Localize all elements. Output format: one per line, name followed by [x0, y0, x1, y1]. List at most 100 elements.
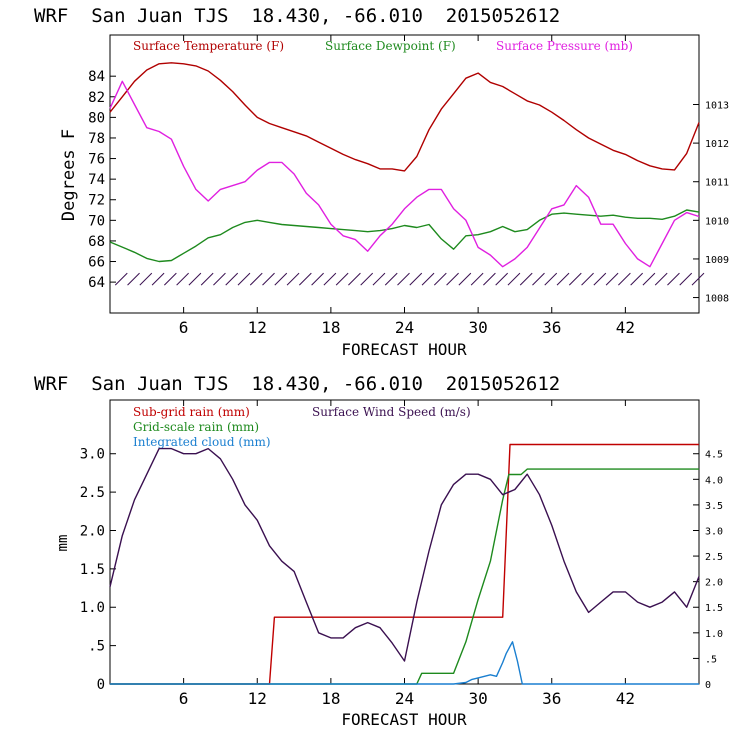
bottom-x-tick-label: 6	[179, 689, 189, 708]
top-y2-tick-label: 1013	[705, 101, 729, 112]
legend-gridscale-rain: Grid-scale rain (mm)	[133, 420, 259, 434]
wind-barb	[544, 272, 558, 286]
wind-barb	[679, 272, 693, 286]
bottom-x-tick-label: 36	[542, 689, 561, 708]
wind-barb	[691, 272, 705, 286]
wind-barb	[642, 272, 656, 286]
wind-barb	[348, 272, 361, 286]
top-x-tick-label: 18	[321, 318, 340, 337]
bottom-y-tick-label: 2.0	[80, 523, 105, 539]
bottom-y-tick-label: .5	[88, 639, 105, 655]
wind-barb	[470, 272, 484, 286]
bottom-y2-tick-label: 3.5	[705, 501, 723, 512]
bottom-y-axis-label: mm	[55, 535, 71, 552]
bottom-y2-tick-label: 4.5	[705, 450, 723, 461]
top-axes: 6 12 18 24 30 36 42 64 66 68 70 72 74 76 78 80 82 84 1008 1…	[88, 35, 729, 337]
bottom-y-tick-label: 0	[97, 677, 105, 693]
temperature-line	[109, 62, 700, 172]
wind-barb	[519, 272, 533, 286]
wind-barb	[568, 272, 582, 286]
top-y-tick-label: 70	[88, 213, 105, 229]
legend-surface-wind-speed: Surface Wind Speed (m/s)	[312, 405, 471, 419]
top-y2-tick-label: 1008	[705, 294, 729, 305]
wind-barb	[446, 272, 459, 286]
wind-barb	[188, 272, 202, 286]
top-y2-tick-label: 1011	[705, 178, 729, 189]
top-x-tick-label: 30	[468, 318, 487, 337]
wind-barb	[323, 272, 337, 286]
wind-barb	[483, 272, 496, 286]
top-y2-tick-label: 1012	[705, 139, 729, 150]
legend-integrated-cloud: Integrated cloud (mm)	[133, 435, 271, 449]
top-x-tick-label: 24	[395, 318, 414, 337]
top-y-tick-label: 68	[88, 234, 105, 250]
gridscale-rain-line	[110, 468, 699, 685]
top-y-tick-label: 64	[88, 275, 105, 291]
top-y-axis-label: Degrees F	[59, 129, 79, 221]
top-x-tick-label: 36	[542, 318, 561, 337]
bottom-y-tick-label: 2.5	[80, 485, 105, 501]
wind-barb	[605, 272, 619, 286]
top-y-tick-label: 82	[88, 90, 105, 106]
wind-barb	[593, 272, 607, 286]
bottom-chart-title: WRF San Juan TJS 18.430, -66.010 2015052…	[34, 373, 560, 395]
wind-barb	[495, 272, 509, 286]
wind-barb	[151, 272, 165, 286]
wind-barb	[532, 272, 545, 286]
top-x-tick-label: 6	[179, 318, 189, 337]
bottom-y2-tick-label: 3.0	[705, 526, 723, 537]
integrated-cloud-line	[110, 641, 699, 685]
wind-barb	[262, 272, 275, 286]
top-x-axis-label: FORECAST HOUR	[341, 340, 467, 359]
top-y-tick-label: 72	[88, 193, 105, 209]
bottom-y2-tick-label: 2.0	[705, 578, 723, 589]
wind-barb	[164, 272, 177, 286]
wind-barb	[581, 272, 594, 286]
top-y2-tick-label: 1010	[705, 216, 729, 227]
wind-barb	[630, 272, 643, 286]
legend-surface-pressure: Surface Pressure (mb)	[496, 39, 633, 53]
bottom-y-tick-label: 1.5	[80, 562, 105, 578]
dewpoint-line	[109, 209, 700, 263]
bottom-x-tick-label: 12	[248, 689, 267, 708]
wind-barb	[335, 272, 349, 286]
top-series	[109, 62, 700, 268]
wind-barb	[311, 272, 324, 286]
wind-barb	[139, 272, 153, 286]
wind-barb	[200, 272, 214, 286]
bottom-x-axis-label: FORECAST HOUR	[341, 710, 467, 729]
top-x-tick-label: 42	[616, 318, 635, 337]
wind-barb	[667, 272, 680, 286]
wind-speed-line	[109, 447, 700, 662]
bottom-y-tick-label: 3.0	[80, 447, 105, 463]
wind-barb	[556, 272, 570, 286]
top-y2-tick-label: 1009	[705, 255, 729, 266]
wind-barb	[618, 272, 631, 286]
wind-barbs	[114, 272, 705, 286]
top-chart-title: WRF San Juan TJS 18.430, -66.010 2015052…	[34, 5, 560, 27]
bottom-y-tick-label: 1.0	[80, 600, 105, 616]
top-y-tick-label: 84	[88, 69, 105, 85]
top-y-tick-label: 80	[88, 110, 105, 126]
top-y-tick-label: 66	[88, 255, 105, 271]
wind-barb	[249, 272, 263, 286]
wind-barb	[654, 272, 668, 286]
legend-surface-dewpoint: Surface Dewpoint (F)	[325, 39, 456, 53]
bottom-axes: 6 12 18 24 30 36 42 0 .5 1.0 1.5 2.0 2.5 3.0 0 .5 1.0 1.5…	[80, 400, 723, 708]
wind-barb	[507, 272, 521, 286]
wind-barb	[176, 272, 189, 286]
wind-barb	[213, 272, 226, 286]
pressure-line	[109, 80, 700, 268]
bottom-y2-tick-label: 1.0	[705, 629, 723, 640]
bottom-y2-tick-label: 1.5	[705, 603, 723, 614]
wind-barb	[458, 272, 472, 286]
wind-barb	[286, 272, 300, 286]
wind-barb	[384, 272, 398, 286]
wind-barb	[360, 272, 374, 286]
wind-barb	[274, 272, 288, 286]
bottom-y2-tick-label: 2.5	[705, 552, 723, 563]
bottom-x-tick-label: 42	[616, 689, 635, 708]
wind-barb	[409, 272, 423, 286]
bottom-y2-tick-label: 4.0	[705, 475, 723, 486]
